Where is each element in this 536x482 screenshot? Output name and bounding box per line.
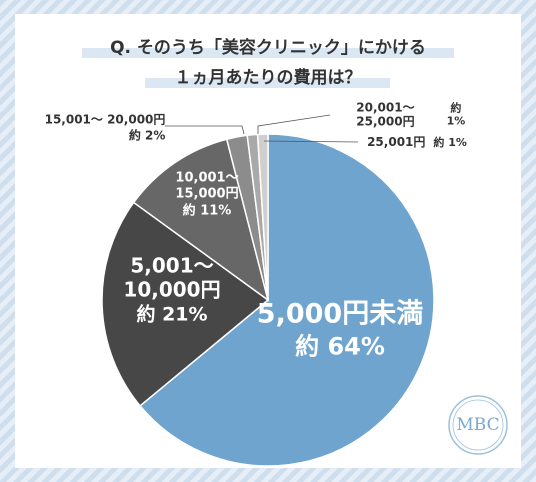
- pie-slice: [101, 201, 270, 407]
- leader-line: [257, 114, 331, 134]
- value-label: 約 2%: [128, 129, 166, 143]
- value-label: 約 11%: [182, 203, 232, 219]
- slice-label: 15,001〜 20,000円約 2%: [45, 113, 166, 144]
- category-label: 5,000円未満: [256, 298, 424, 330]
- pie-slice: [132, 138, 270, 302]
- category-label: 5,001〜 10,000円: [123, 253, 221, 302]
- slice-label: 10,001〜 15,000円約 11%: [175, 171, 238, 220]
- title-highlight: [82, 48, 454, 58]
- leader-line: [165, 125, 245, 135]
- pie-slice: [139, 133, 435, 467]
- chart-title: Q. そのうち「美容クリニック」にかける １ヵ月あたりの費用は？: [110, 38, 426, 88]
- leader-line: [263, 140, 359, 143]
- slice-label: 5,001〜 10,000円約 21%: [123, 254, 220, 327]
- logo: MBC: [456, 415, 500, 435]
- category-label: 25,001円: [367, 134, 426, 149]
- logo-ring: [448, 395, 508, 455]
- value-label: 約 1%: [446, 101, 466, 128]
- category-label: 10,001〜 15,000円: [175, 170, 239, 202]
- category-label: 15,001〜 20,000円: [44, 112, 166, 127]
- category-label: 20,001〜 25,000円: [356, 100, 415, 129]
- title-highlight: [145, 78, 390, 88]
- slice-label: 5,000円未満約 64%: [257, 298, 423, 361]
- logo-ring: [452, 399, 504, 451]
- slice-label: 25,001円約 1%: [367, 135, 467, 149]
- value-label: 約 64%: [295, 332, 385, 361]
- value-label: 約 21%: [136, 303, 208, 326]
- pie-slice: [256, 133, 269, 301]
- slice-label: 20,001〜 25,000円 約 1%: [337, 101, 470, 130]
- value-label: 約 1%: [433, 135, 467, 149]
